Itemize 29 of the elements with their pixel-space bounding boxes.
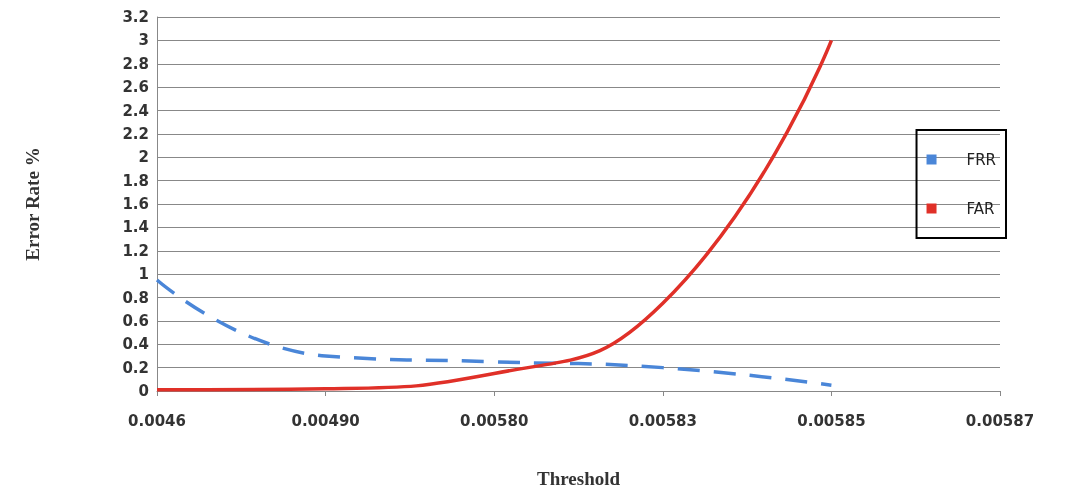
y-tick-label: 1.4 [122,218,149,237]
y-tick-label: 2.2 [122,124,149,143]
x-tick-label: 0.00585 [797,411,866,430]
y-tick-label: 0.8 [122,288,149,307]
y-tick-label: 0.6 [122,311,149,330]
legend-label: FAR [966,199,995,218]
y-tick-label: 1.6 [122,195,149,213]
y-tick-label: 1.8 [122,171,149,190]
legend-label: FRR [966,150,997,169]
y-tick-label: 1 [138,265,149,284]
x-tick-label: 0.00490 [291,411,360,430]
y-tick-label: 3.2 [122,8,149,26]
y-tick-label: 1.2 [122,241,149,260]
y-tick-label: 0.2 [122,358,149,377]
y-tick-label: 0 [138,382,149,400]
y-tick-label: 0.4 [122,335,149,354]
x-tick-label: 0.00587 [965,411,1035,430]
x-tick-label: 0.00580 [460,411,529,430]
line-series [155,38,834,392]
y-axis-title: Error Rate % [22,147,43,261]
x-tick-label: 0.00583 [628,411,697,430]
x-tick-label: 0.0046 [128,411,186,430]
y-tick-label: 2.6 [122,78,149,97]
y-tick-label: 2.4 [122,101,149,120]
line-series [155,278,834,387]
x-axis-title: Threshold [536,468,621,489]
y-tick-label: 2.8 [122,54,149,73]
y-tick-label: 3 [138,31,149,50]
y-tick-label: 2 [138,148,149,167]
